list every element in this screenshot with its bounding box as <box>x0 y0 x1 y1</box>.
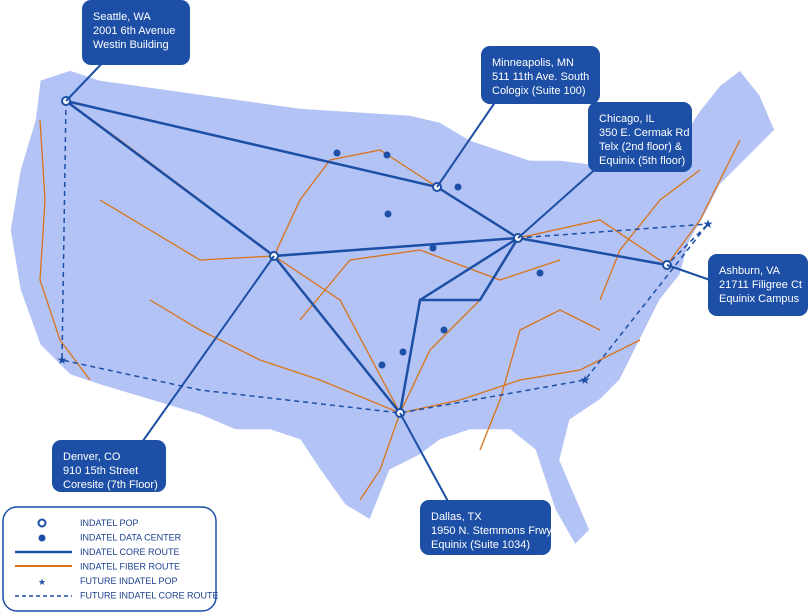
callout-line: 1950 N. Stemmons Frwy <box>431 525 553 537</box>
callout-box <box>588 102 692 172</box>
callout-line: Equinix (Suite 1034) <box>431 539 530 551</box>
legend-label: FUTURE INDATEL CORE ROUTE <box>80 591 219 601</box>
callout-box <box>82 0 190 65</box>
callout-box <box>52 440 166 492</box>
callout-line: Chicago, IL <box>599 113 655 125</box>
legend-labels: INDATEL POP INDATEL DATA CENTER INDATEL CO… <box>80 518 219 601</box>
callout-line: 350 E. Cermak Rd <box>599 127 689 139</box>
callout-line: Equinix Campus <box>719 293 800 305</box>
callout-line: Denver, CO <box>63 451 121 463</box>
callout-line: Cologix (Suite 100) <box>492 85 586 97</box>
callout-line: Telx (2nd floor) & <box>599 141 683 153</box>
legend-future-pop: ★ <box>38 577 46 587</box>
callouts: Seattle, WA 2001 6th Avenue Westin Buildin… <box>52 0 808 555</box>
callout-box <box>708 254 808 316</box>
legend-pop <box>37 518 47 528</box>
legend-dc <box>38 534 46 542</box>
callout-box <box>481 46 600 104</box>
callout-line: Minneapolis, MN <box>492 57 574 69</box>
callout-line: Seattle, WA <box>93 11 151 23</box>
callout-line: Dallas, TX <box>431 511 482 523</box>
svg-text:★: ★ <box>703 217 714 231</box>
callout-line: 910 15th Street <box>63 465 138 477</box>
callout-line: 511 11th Ave. South <box>492 71 589 83</box>
callout-line: Coresite (7th Floor) <box>63 479 158 491</box>
data-centers <box>333 149 544 369</box>
us-outline <box>9 68 776 547</box>
svg-text:★: ★ <box>57 353 68 367</box>
future-routes <box>61 100 709 414</box>
callout-line: 2001 6th Avenue <box>93 25 175 37</box>
future-pops: ★ ★ ★ <box>57 217 714 387</box>
legend-label: INDATEL CORE ROUTE <box>80 547 180 557</box>
legend-label: INDATEL FIBER ROUTE <box>80 562 180 572</box>
svg-text:★: ★ <box>580 373 591 387</box>
legend-label: INDATEL POP <box>80 518 139 528</box>
callout-line: Ashburn, VA <box>719 265 781 277</box>
legend-label: FUTURE INDATEL POP <box>80 576 178 586</box>
callout-box <box>420 500 551 555</box>
legend-label: INDATEL DATA CENTER <box>80 533 182 543</box>
callout-line: Equinix (5th floor) <box>599 155 685 167</box>
callout-line: Westin Building <box>93 39 169 51</box>
leaders <box>65 54 711 506</box>
callout-line: 21711 Filigree Ct <box>719 279 802 291</box>
legend-box <box>2 506 217 612</box>
